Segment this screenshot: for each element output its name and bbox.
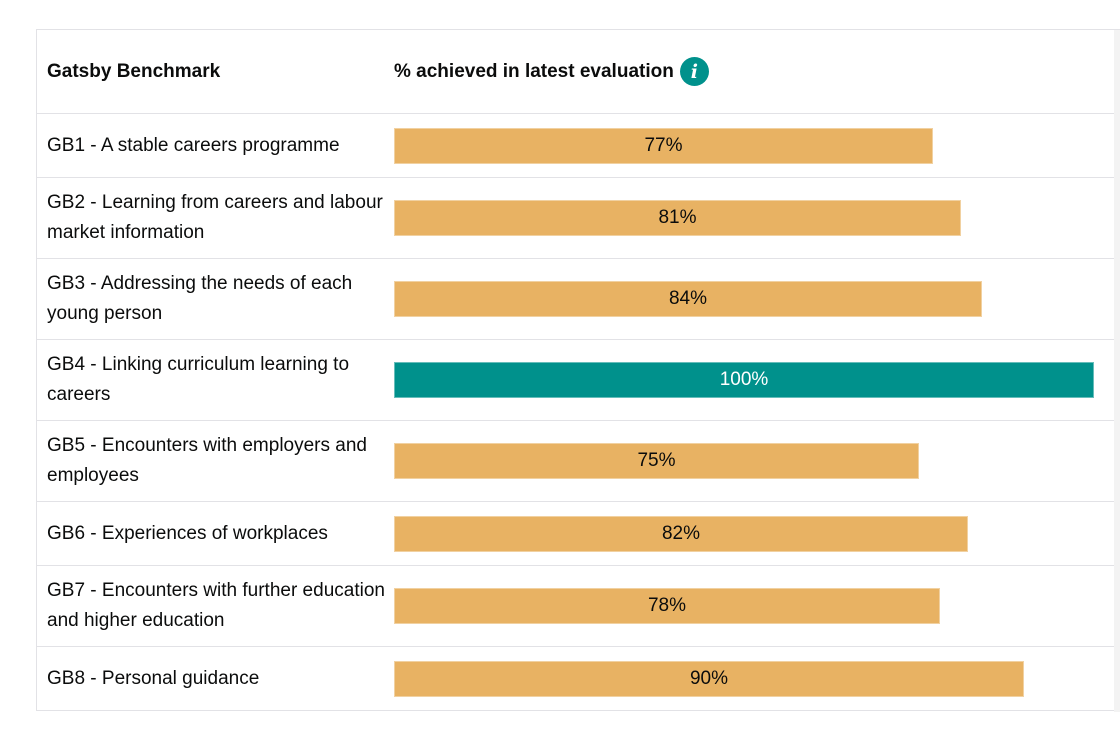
bar-cell: 90% [394, 647, 1120, 710]
bar-cell: 100% [394, 340, 1120, 420]
percent-bar: 82% [394, 515, 968, 552]
column-header-percent-label: % achieved in latest evaluation [394, 60, 674, 82]
bar-value-label: 90% [689, 667, 729, 689]
percent-bar: 81% [394, 200, 961, 236]
bar-cell: 82% [394, 502, 1120, 565]
bar-value-label: 82% [661, 522, 701, 544]
bar-value-label: 77% [644, 134, 683, 156]
bar-cell: 77% [394, 114, 1120, 177]
table-row: GB8 - Personal guidance 90% [37, 646, 1120, 710]
benchmark-label: GB3 - Addressing the needs of each young… [47, 273, 353, 324]
percent-bar: 100% [394, 362, 1094, 398]
info-icon[interactable]: i [679, 57, 709, 86]
bar-cell: 81% [394, 178, 1120, 258]
scrollbar-track[interactable] [1114, 30, 1120, 712]
table-row: GB7 - Encounters with further education … [37, 565, 1120, 646]
benchmark-label: GB6 - Experiences of workplaces [47, 522, 328, 544]
percent-bar: 90% [394, 660, 1024, 697]
gatsby-benchmark-table: Gatsby Benchmark % achieved in latest ev… [36, 29, 1120, 711]
table-row: GB6 - Experiences of workplaces 82% [37, 501, 1120, 565]
percent-bar: 84% [394, 281, 982, 317]
table-row: GB5 - Encounters with employers and empl… [37, 420, 1120, 501]
column-header-benchmark: Gatsby Benchmark [47, 60, 221, 82]
benchmark-label: GB7 - Encounters with further education … [47, 580, 385, 631]
benchmark-label: GB5 - Encounters with employers and empl… [47, 435, 367, 486]
table-row: GB2 - Learning from careers and labour m… [37, 177, 1120, 258]
bar-cell: 75% [394, 421, 1120, 501]
bar-value-label: 81% [658, 207, 697, 228]
table-row: GB3 - Addressing the needs of each young… [37, 258, 1120, 339]
percent-bar: 77% [394, 127, 933, 164]
bar-value-label: 84% [668, 288, 708, 309]
bar-value-label: 78% [647, 595, 687, 616]
benchmark-label: GB8 - Personal guidance [47, 667, 260, 689]
bar-cell: 78% [394, 566, 1120, 646]
bar-cell: 84% [394, 259, 1120, 339]
bar-value-label: 75% [637, 450, 676, 471]
percent-bar: 78% [394, 588, 940, 624]
benchmark-label: GB4 - Linking curriculum learning to car… [47, 354, 350, 405]
benchmark-label: GB2 - Learning from careers and labour m… [47, 192, 383, 243]
table-header-row: Gatsby Benchmark % achieved in latest ev… [37, 30, 1120, 113]
column-header-percent: % achieved in latest evaluation i [394, 57, 709, 86]
bar-value-label: 100% [719, 369, 769, 390]
table-row: GB1 - A stable careers programme 77% [37, 113, 1120, 177]
percent-bar: 75% [394, 443, 919, 479]
benchmark-label: GB1 - A stable careers programme [47, 134, 340, 156]
table-row: GB4 - Linking curriculum learning to car… [37, 339, 1120, 420]
